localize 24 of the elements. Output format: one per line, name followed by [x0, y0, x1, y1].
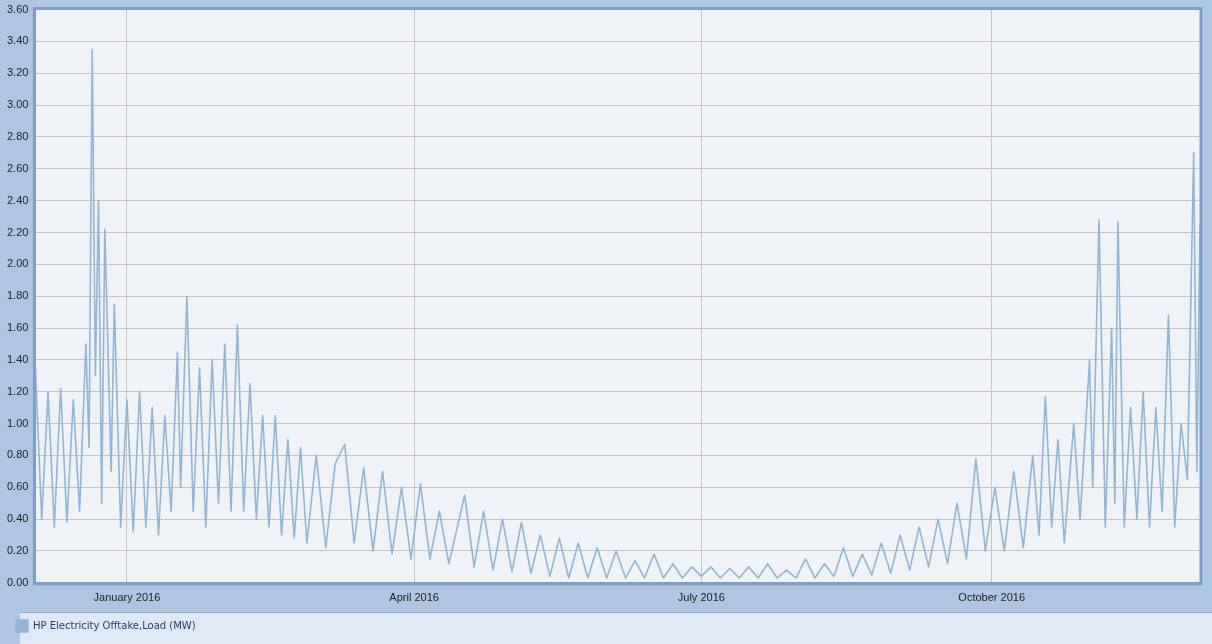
y-tick-label: 2.20	[6, 225, 29, 238]
y-tick-label: 2.00	[6, 257, 29, 270]
legend-label: HP Electricity Offtake,Load (MW)	[33, 619, 196, 631]
y-tick-label: 0.80	[6, 448, 29, 461]
y-tick-label: 3.00	[6, 98, 29, 111]
y-tick-label: 3.40	[6, 34, 29, 47]
y-tick-label: 0.00	[6, 575, 29, 588]
y-tick-label: 1.00	[6, 416, 29, 429]
x-tick-label: April 2016	[389, 591, 439, 604]
y-tick-label: 1.20	[6, 384, 29, 397]
x-tick-label: January 2016	[93, 591, 161, 604]
y-tick-label: 1.60	[6, 321, 29, 334]
y-tick-label: 2.80	[6, 130, 29, 143]
y-tick-label: 1.80	[6, 289, 29, 302]
y-tick-label: 0.20	[6, 543, 29, 556]
y-tick-label: 2.60	[6, 161, 29, 174]
x-tick-label: July 2016	[677, 591, 725, 604]
y-tick-label: 3.60	[6, 2, 29, 15]
y-tick-label: 2.40	[6, 193, 29, 206]
y-tick-label: 0.60	[6, 480, 29, 493]
y-tick-label: 0.40	[6, 512, 29, 525]
x-tick-label: October 2016	[958, 591, 1026, 604]
y-tick-label: 1.40	[6, 352, 29, 365]
y-tick-label: 3.20	[6, 66, 29, 79]
